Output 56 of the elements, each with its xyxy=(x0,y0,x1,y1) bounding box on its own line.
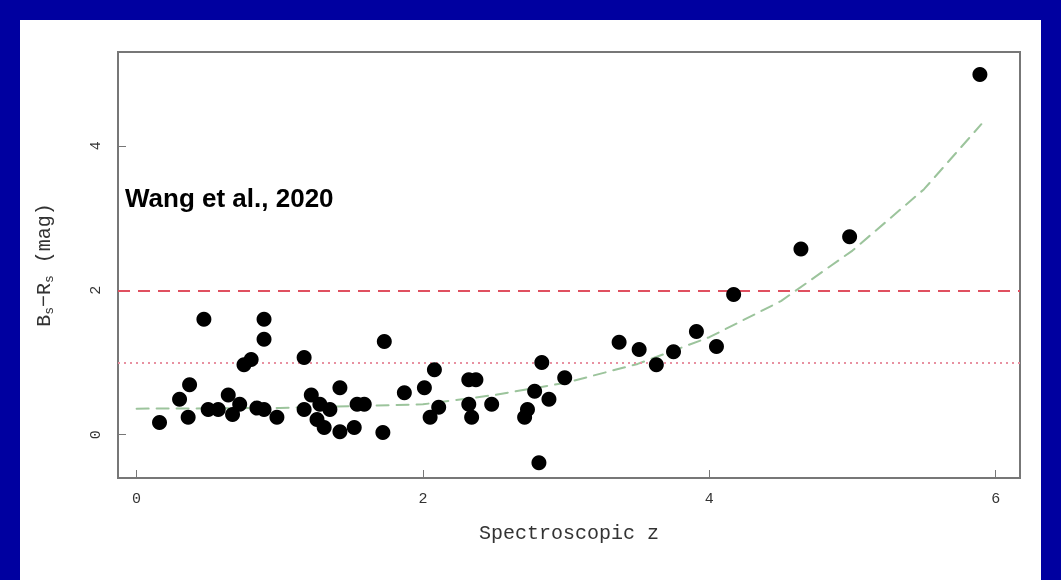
point xyxy=(842,229,858,245)
point xyxy=(519,401,535,417)
point xyxy=(180,409,196,425)
point xyxy=(303,387,319,403)
y-tick-label: 4 xyxy=(88,141,105,151)
point xyxy=(269,409,285,425)
point xyxy=(527,383,543,399)
point xyxy=(296,401,312,417)
point xyxy=(484,396,500,412)
point xyxy=(346,419,362,435)
point xyxy=(666,344,682,360)
point xyxy=(232,396,248,412)
point xyxy=(152,414,168,430)
point xyxy=(541,391,557,407)
point xyxy=(225,406,241,422)
point xyxy=(708,339,724,355)
point xyxy=(431,399,447,415)
x-tick-label: 6 xyxy=(991,491,1001,508)
point xyxy=(972,66,988,82)
point xyxy=(631,341,647,357)
point xyxy=(611,334,627,350)
point xyxy=(182,377,198,393)
y-axis-title: Bs−Rs (mag) xyxy=(33,203,57,327)
point xyxy=(648,357,664,373)
point xyxy=(332,424,348,440)
x-tick-label: 0 xyxy=(132,491,142,508)
point xyxy=(243,352,259,368)
point xyxy=(256,331,272,347)
point xyxy=(256,311,272,327)
point xyxy=(464,409,480,425)
point xyxy=(322,401,338,417)
x-tick-label: 2 xyxy=(418,491,428,508)
y-tick-label: 0 xyxy=(88,430,105,440)
point xyxy=(196,311,212,327)
point xyxy=(172,391,188,407)
point xyxy=(220,387,236,403)
point xyxy=(531,455,547,471)
x-tick-label: 4 xyxy=(704,491,714,508)
point xyxy=(688,323,704,339)
annotation: Wang et al., 2020 xyxy=(125,183,334,213)
point xyxy=(416,380,432,396)
point xyxy=(726,287,742,303)
point xyxy=(461,396,477,412)
point xyxy=(422,409,438,425)
point xyxy=(332,380,348,396)
point xyxy=(316,419,332,435)
point xyxy=(396,385,412,401)
point xyxy=(557,370,573,386)
point xyxy=(534,354,550,370)
point xyxy=(296,349,312,365)
point xyxy=(376,334,392,350)
point xyxy=(375,425,391,441)
point xyxy=(426,362,442,378)
point xyxy=(793,241,809,257)
y-tick-label: 2 xyxy=(88,285,105,295)
x-axis-title: Spectroscopic z xyxy=(478,521,660,545)
